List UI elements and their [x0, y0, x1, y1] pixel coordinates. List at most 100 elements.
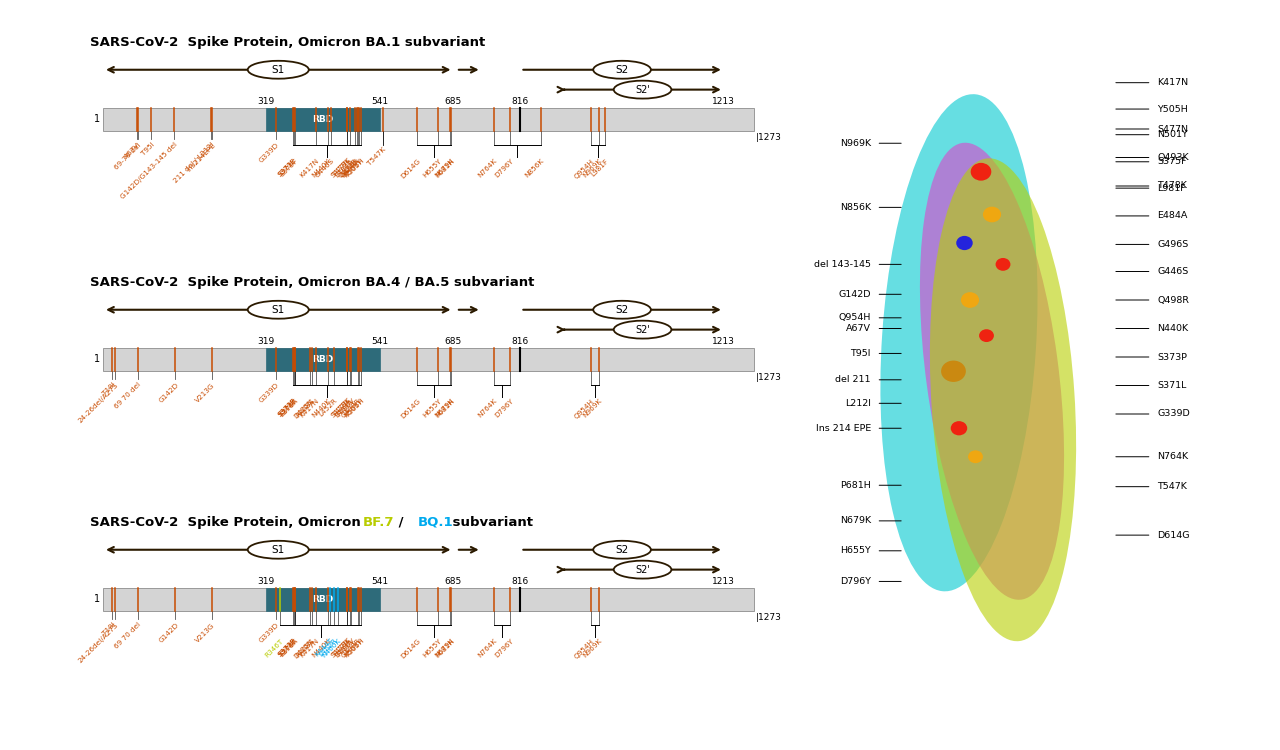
Text: N969K: N969K [581, 158, 603, 179]
Text: N856K: N856K [840, 203, 870, 211]
Text: N764K: N764K [476, 638, 498, 659]
Text: T547K: T547K [366, 146, 387, 166]
Text: E484A: E484A [334, 398, 355, 418]
Text: Q498R: Q498R [1157, 296, 1189, 304]
Text: D614G: D614G [399, 638, 421, 660]
Text: G142D: G142D [838, 290, 870, 298]
Text: 541: 541 [371, 577, 388, 586]
Text: Y505H: Y505H [344, 158, 366, 178]
Text: D796Y: D796Y [840, 577, 870, 586]
Text: S375F: S375F [279, 638, 300, 658]
Text: N679K: N679K [433, 398, 454, 419]
Ellipse shape [970, 163, 991, 181]
Ellipse shape [956, 236, 973, 250]
Text: T19I: T19I [101, 382, 116, 398]
Text: T95I: T95I [140, 142, 156, 158]
Text: H655Y: H655Y [421, 158, 443, 178]
Text: 685: 685 [444, 577, 462, 586]
Text: H655Y: H655Y [840, 546, 870, 555]
Text: N856K: N856K [524, 158, 545, 179]
Bar [266, 108, 380, 130]
Text: S2': S2' [635, 85, 650, 94]
Text: RBD: RBD [312, 595, 334, 604]
Text: N440K: N440K [311, 158, 333, 179]
Text: N969K: N969K [581, 638, 603, 659]
Text: N764K: N764K [476, 158, 498, 179]
Text: N764K: N764K [1157, 452, 1188, 461]
Text: G142D: G142D [157, 382, 179, 404]
Text: S371F: S371F [276, 638, 297, 658]
Text: N501Y: N501Y [342, 158, 364, 178]
Text: 69 70 del: 69 70 del [114, 382, 142, 410]
Text: N501Y: N501Y [342, 398, 364, 418]
Text: A67V: A67V [846, 324, 870, 333]
Ellipse shape [613, 81, 672, 98]
Text: G496S: G496S [1157, 240, 1188, 249]
Text: S373P: S373P [278, 158, 298, 178]
Ellipse shape [248, 301, 308, 319]
Ellipse shape [920, 142, 1064, 600]
Text: G339D: G339D [1157, 410, 1190, 419]
Text: S371L: S371L [1157, 381, 1187, 390]
Text: S375F: S375F [1157, 158, 1187, 166]
Text: subvariant: subvariant [448, 516, 534, 529]
Text: K417N: K417N [300, 158, 320, 179]
Text: G339D: G339D [259, 622, 280, 644]
Text: 1: 1 [93, 115, 100, 125]
Ellipse shape [983, 207, 1001, 222]
Text: D405N: D405N [292, 638, 315, 659]
Bar [104, 348, 754, 370]
Text: G496S: G496S [339, 158, 361, 179]
Text: BF.7: BF.7 [362, 516, 394, 529]
Text: R408S: R408S [294, 398, 316, 418]
Text: ins214EPE: ins214EPE [186, 142, 216, 172]
Text: N440K: N440K [311, 638, 333, 659]
Text: Q493K: Q493K [1157, 153, 1189, 162]
Text: N969K: N969K [581, 398, 603, 419]
Text: N501Y: N501Y [342, 638, 364, 658]
Text: N969K: N969K [840, 139, 870, 148]
Ellipse shape [593, 301, 652, 319]
Text: S373P: S373P [278, 398, 298, 418]
Text: 541: 541 [371, 97, 388, 106]
Text: S371F: S371F [276, 398, 297, 418]
Text: D796Y: D796Y [493, 398, 515, 418]
Text: D796Y: D796Y [493, 638, 515, 658]
Text: N440K: N440K [311, 398, 333, 419]
Ellipse shape [613, 561, 672, 578]
Text: 1213: 1213 [712, 337, 735, 346]
Text: N440K: N440K [1157, 324, 1188, 333]
Text: S1: S1 [271, 304, 285, 315]
Ellipse shape [961, 292, 979, 308]
Text: S375F: S375F [279, 158, 300, 178]
Text: 1: 1 [93, 355, 100, 364]
Text: K417N: K417N [1157, 78, 1188, 87]
Text: K417N: K417N [300, 398, 320, 419]
Text: Q954H: Q954H [573, 638, 595, 659]
Text: |1273: |1273 [755, 373, 782, 382]
Text: N679K: N679K [433, 158, 454, 179]
Text: S2': S2' [635, 325, 650, 334]
Text: Q498R: Q498R [340, 158, 362, 179]
Text: K417N: K417N [300, 638, 320, 659]
Text: V213G: V213G [195, 622, 216, 644]
Text: G142D/G143-145 del: G142D/G143-145 del [120, 142, 179, 200]
Text: T19I: T19I [101, 622, 116, 638]
Text: N460K: N460K [321, 638, 343, 659]
Text: S373P: S373P [1157, 352, 1187, 362]
Text: R346T: R346T [264, 638, 284, 658]
Text: N679K: N679K [840, 517, 870, 526]
Text: G446S: G446S [314, 158, 335, 179]
Text: F486V: F486V [335, 398, 356, 418]
Text: 24-26del/A27S: 24-26del/A27S [77, 382, 119, 424]
Text: /: / [394, 516, 408, 529]
Text: Y505H: Y505H [344, 638, 366, 658]
Text: V213G: V213G [195, 382, 216, 404]
Text: S2: S2 [616, 544, 628, 555]
Text: Ins 214 EPE: Ins 214 EPE [815, 424, 870, 433]
Ellipse shape [941, 361, 966, 382]
Text: SARS-CoV-2  Spike Protein, Omicron: SARS-CoV-2 Spike Protein, Omicron [90, 516, 365, 529]
Text: T95I: T95I [850, 349, 870, 358]
Text: Q498R: Q498R [340, 638, 362, 659]
Text: P681H: P681H [434, 398, 456, 418]
